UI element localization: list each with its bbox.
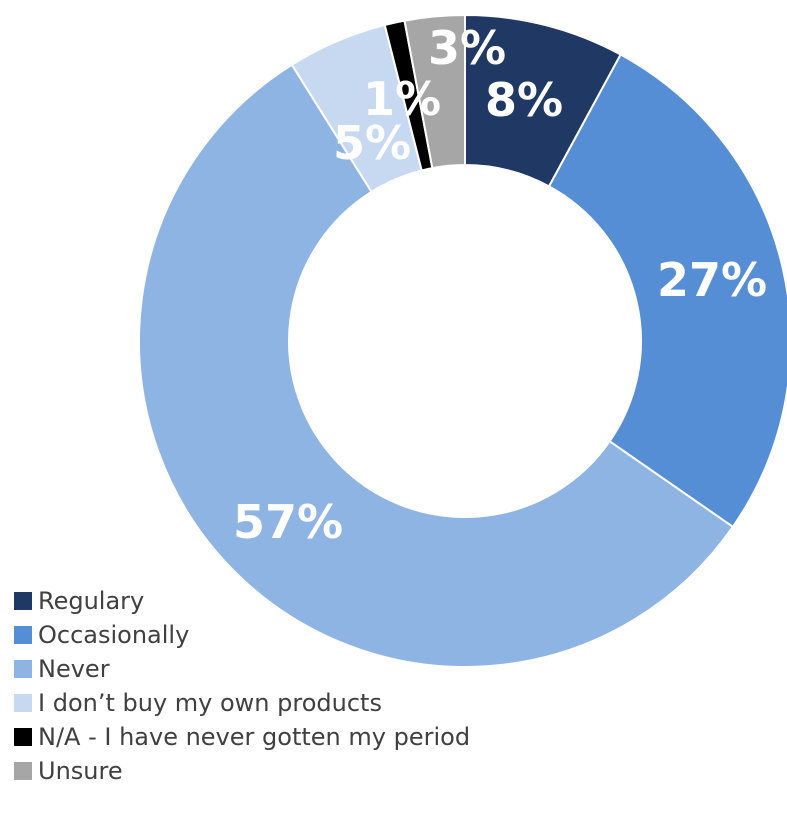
- legend-item-never: Never: [14, 652, 470, 686]
- legend-item-n-a-i-have-never-gotten-my-period: N/A - I have never gotten my period: [14, 720, 470, 754]
- slice-never: [138, 63, 735, 668]
- data-label-never: 57%: [233, 495, 343, 549]
- legend-item-unsure: Unsure: [14, 754, 470, 788]
- legend-item-i-don-t-buy-my-own-products: I don’t buy my own products: [14, 686, 470, 720]
- chart-legend: Regulary Occasionally Never I don’t buy my …: [14, 584, 470, 788]
- legend-swatch-i-don-t-buy-my-own-products: [14, 694, 32, 712]
- legend-label: N/A - I have never gotten my period: [38, 723, 471, 751]
- slice-labels: 8% 27% 57% 5%1%3%: [233, 21, 767, 549]
- legend-item-regulary: Regulary: [14, 584, 470, 618]
- legend-swatch-never: [14, 660, 32, 678]
- legend-swatch-n-a-i-have-never-gotten-my-period: [14, 728, 32, 746]
- legend-swatch-regulary: [14, 592, 32, 610]
- slice-occasionally: [547, 53, 787, 529]
- data-label-unsure: 3%: [428, 21, 506, 75]
- data-label-occasionally: 27%: [657, 253, 767, 307]
- data-label-i-don-t-buy-my-own-products: 5%: [333, 116, 411, 170]
- legend-label: I don’t buy my own products: [38, 689, 382, 717]
- slice-unsure: [403, 13, 466, 170]
- legend-swatch-unsure: [14, 762, 32, 780]
- data-label-regulary: 8%: [485, 73, 563, 127]
- legend-item-occasionally: Occasionally: [14, 618, 470, 652]
- legend-label: Unsure: [38, 757, 123, 785]
- legend-label: Never: [38, 655, 110, 683]
- data-label-n-a-i-have-never-gotten-my-period: 1%: [363, 72, 441, 126]
- legend-swatch-occasionally: [14, 626, 32, 644]
- donut-slices: [138, 13, 787, 668]
- legend-label: Occasionally: [38, 621, 190, 649]
- legend-label: Regulary: [38, 587, 145, 615]
